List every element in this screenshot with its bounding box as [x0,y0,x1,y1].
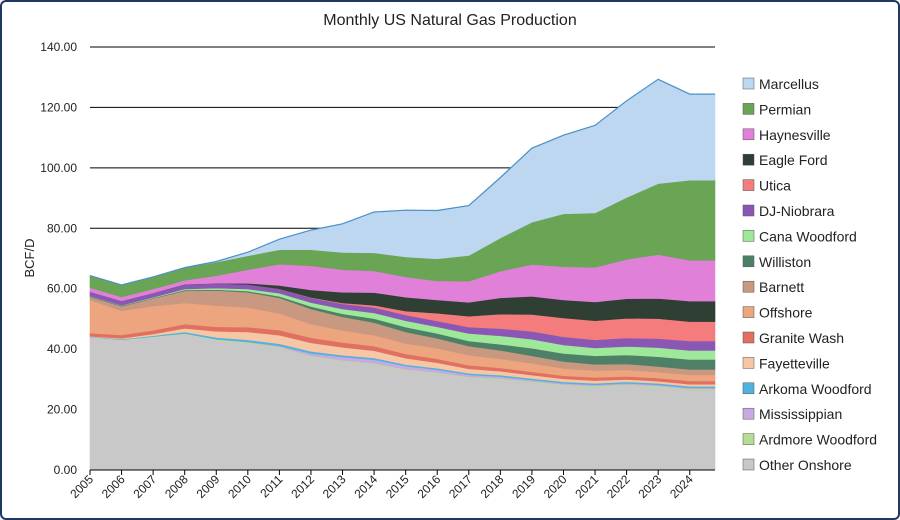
legend-swatch-barnett [742,280,755,293]
legend-label-mississippian: Mississippian [759,406,842,422]
legend-label-permian: Permian [759,101,811,117]
legend-swatch-dj-niobrara [742,204,755,217]
legend-swatch-other-onshore [742,458,755,471]
x-tick-label: 2022 [604,472,633,501]
legend-label-haynesville: Haynesville [759,127,831,143]
legend-label-ardmore-woodford: Ardmore Woodford [759,432,877,448]
x-tick-label: 2010 [225,472,254,501]
x-tick-label: 2014 [351,472,380,501]
x-tick-label: 2018 [478,472,507,501]
legend-swatch-permian [742,103,755,115]
y-tick-label: 60.00 [47,282,77,296]
x-tick-label: 2016 [415,472,444,501]
x-tick-label: 2019 [509,472,538,501]
x-tick-labels: 2005 2006 2007 2008 2009 2010 2011 2012 2013 2014… [67,472,696,501]
x-tick-label: 2023 [636,472,665,501]
legend-label-other-onshore: Other Onshore [759,457,852,473]
x-tick-label: 2020 [541,472,570,501]
legend-swatch-arkoma-woodford [742,382,755,395]
legend-label-granite-wash: Granite Wash [759,330,844,346]
x-tick-label: 2013 [320,472,349,501]
legend-label-offshore: Offshore [759,305,813,321]
legend-swatch-ardmore-woodford [742,433,755,445]
legend-swatch-eagle-ford [742,153,755,166]
legend-swatch-fayetteville [742,357,755,369]
y-tick-label: 120.00 [40,100,77,114]
x-tick-label: 2015 [383,472,412,501]
legend-label-dj-niobrara: DJ-Niobrara [759,203,835,219]
legend-swatch-haynesville [742,128,755,141]
x-tick-label: 2006 [99,472,128,501]
legend-label-fayetteville: Fayetteville [759,355,830,371]
y-tick-label: 0.00 [54,463,78,477]
y-tick-labels: 0.00 20.00 40.00 60.00 80.00 100.00 120.00 140.… [40,40,77,477]
legend-swatch-offshore [742,306,755,318]
legend-swatch-marcellus [742,77,755,90]
x-tick-label: 2021 [572,472,601,501]
y-axis-label: BCF/D [22,239,37,278]
legend-label-arkoma-woodford: Arkoma Woodford [759,381,872,397]
chart-title: Monthly US Natural Gas Production [323,12,576,29]
legend-label-utica: Utica [759,178,791,194]
legend-label-williston: Williston [759,254,811,270]
stacked-areas [89,78,716,471]
y-tick-label: 20.00 [47,403,77,417]
legend-label-eagle-ford: Eagle Ford [759,152,827,168]
x-tick-label: 2024 [667,472,696,501]
legend-label-barnett: Barnett [759,279,804,295]
x-tick-label: 2017 [446,472,475,501]
x-tick-label: 2007 [130,472,159,501]
legend-label-marcellus: Marcellus [759,76,819,92]
x-tick-label: 2012 [288,472,317,501]
legend-swatch-utica [742,179,755,191]
legend-swatch-mississippian [742,407,755,420]
y-tick-label: 140.00 [40,40,77,54]
legend-swatch-granite-wash [742,331,755,344]
x-tick-label: 2009 [194,472,223,501]
y-tick-label: 100.00 [40,161,77,175]
legend-label-cana-woodford: Cana Woodford [759,228,857,244]
legend-swatch-cana-woodford [742,230,755,242]
legend: Marcellus Permian Haynesville Eagle Ford Uti… [742,76,877,473]
x-tick-label: 2011 [257,472,285,500]
x-tick-label: 2008 [162,472,191,501]
legend-swatch-williston [742,255,755,268]
axes [89,469,715,475]
y-tick-label: 80.00 [47,221,77,235]
y-tick-label: 40.00 [47,342,77,356]
total-outline [89,78,715,286]
